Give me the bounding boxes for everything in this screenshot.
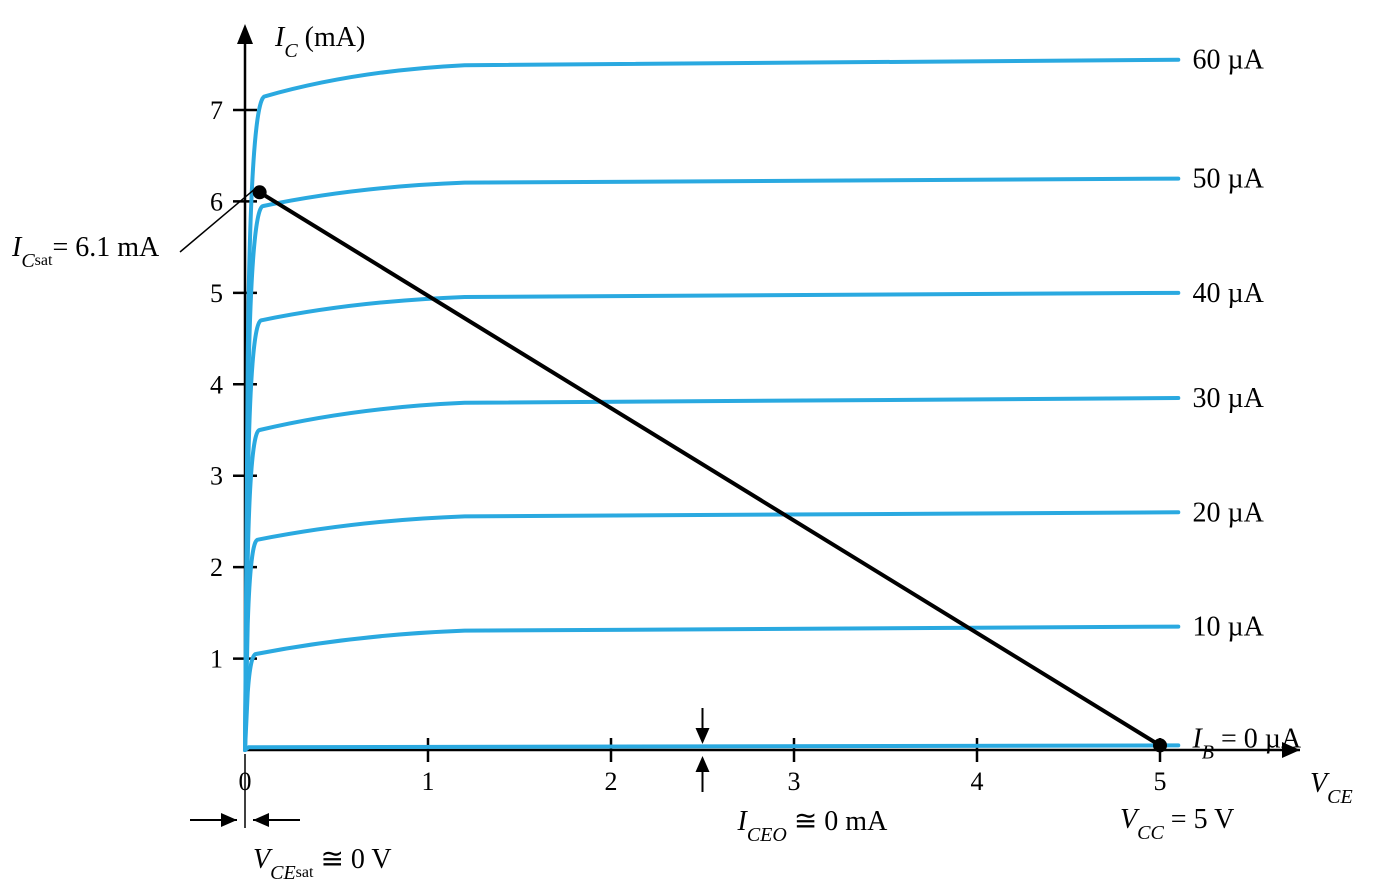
vcc-label: VCC = 5 V [1120, 804, 1234, 844]
load-line-endpoint [253, 185, 267, 199]
ib-curve [245, 179, 1178, 750]
x-tick-label: 1 [422, 767, 435, 796]
x-tick-label: 4 [971, 767, 984, 796]
y-axis-arrow [237, 24, 253, 44]
x-tick-label: 5 [1154, 767, 1167, 796]
curve-label: 40 µA [1192, 278, 1264, 309]
curve-label: 30 µA [1192, 383, 1264, 414]
y-tick-label: 3 [210, 462, 223, 491]
curve-label: 10 µA [1192, 612, 1264, 643]
ib-curve [245, 627, 1178, 750]
y-tick-label: 4 [210, 370, 223, 399]
ic-sat-label: ICsat= 6.1 mA [11, 232, 160, 272]
vce-sat-label: VCEsat ≅ 0 V [253, 844, 392, 884]
y-tick-label: 5 [210, 279, 223, 308]
curve-label: 50 µA [1192, 164, 1264, 195]
y-tick-label: 1 [210, 645, 223, 674]
iceo-label: ICEO ≅ 0 mA [737, 806, 889, 846]
ib-curve [245, 398, 1178, 750]
y-tick-label: 2 [210, 553, 223, 582]
load-line-endpoint [1153, 738, 1167, 752]
y-tick-label: 6 [210, 187, 223, 216]
x-tick-label: 2 [605, 767, 618, 796]
curve-label: IB = 0 µA [1191, 723, 1301, 763]
curve-label: 20 µA [1192, 497, 1264, 528]
x-axis-label: VCE [1310, 768, 1353, 808]
curve-label: 60 µA [1192, 45, 1264, 76]
y-axis-label: IC (mA) [274, 22, 365, 62]
x-tick-label: 3 [788, 767, 801, 796]
y-tick-label: 7 [210, 96, 223, 125]
load-line [260, 192, 1160, 745]
transistor-curves-chart: 0123451234567IC (mA)VCEIB = 0 µA10 µA20 … [0, 0, 1394, 889]
ib-curve [245, 60, 1178, 750]
